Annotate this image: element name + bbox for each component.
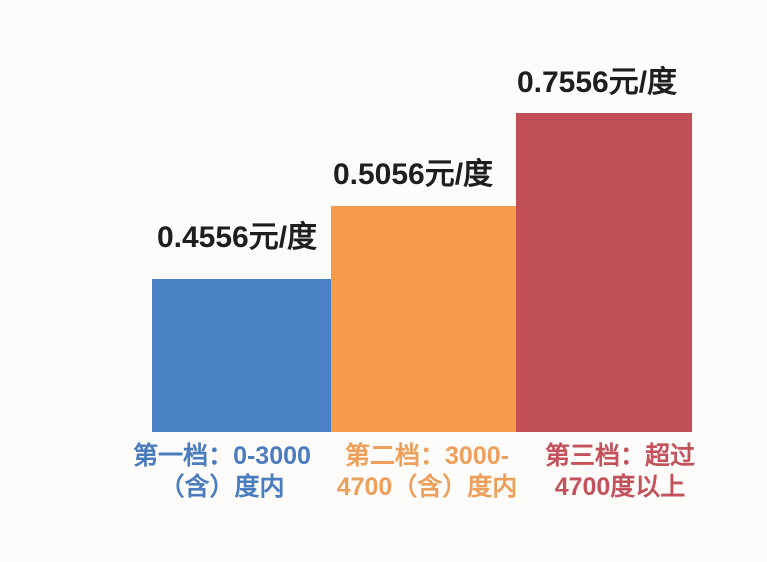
tier1-caption-line1: 第一档：0-3000 [133, 442, 311, 470]
tier2-caption-line1: 第二档：3000- [345, 442, 509, 470]
tier3-value-label: 0.7556元/度 [516, 66, 678, 99]
tier1-caption-line2: （含）度内 [159, 473, 285, 501]
tier2-caption-line2: 4700（含）度内 [336, 473, 518, 501]
tier1-caption: 第一档：0-3000 （含）度内 [102, 441, 342, 503]
tier2-bar [331, 206, 516, 432]
tier3-caption-line1: 第三档：超过 [544, 442, 695, 470]
tier3-caption: 第三档：超过 4700度以上 [500, 441, 740, 503]
tier1-value-label: 0.4556元/度 [156, 221, 318, 254]
tier2-value-label: 0.5056元/度 [332, 158, 494, 191]
tier3-bar [516, 113, 692, 432]
tier1-bar [152, 279, 331, 432]
tier2-caption: 第二档：3000- 4700（含）度内 [307, 441, 547, 503]
tier3-caption-line2: 4700度以上 [554, 473, 686, 501]
